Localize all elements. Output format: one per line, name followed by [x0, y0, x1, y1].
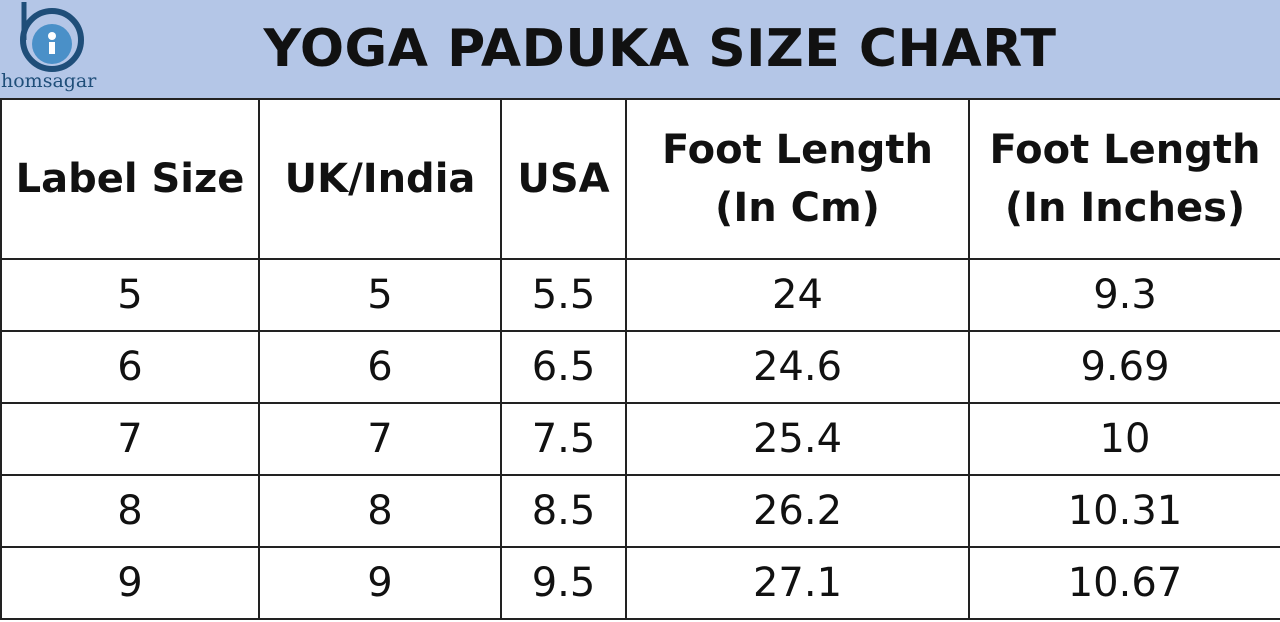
table-row: 8 8 8.5 26.2 10.31 — [0, 474, 1280, 548]
title-band — [0, 0, 1280, 98]
table-cell: 24.6 — [625, 330, 970, 404]
logo-text: homsagar — [1, 70, 97, 92]
table-cell: 10.67 — [968, 546, 1280, 620]
column-header: USA — [500, 98, 627, 260]
table-cell: 9.3 — [968, 258, 1280, 332]
table-cell: 5.5 — [500, 258, 627, 332]
table-body: 5 5 5.5 24 9.3 6 6 6.5 24.6 9.69 7 7 7.5 25.4 10 8 8 8.5 2… — [0, 258, 1280, 620]
table-cell: 6.5 — [500, 330, 627, 404]
header-row: Label Size UK/India USA Foot Length (In Cm)… — [0, 98, 1280, 260]
table-cell: 10 — [968, 402, 1280, 476]
table-cell: 5 — [0, 258, 260, 332]
table-cell: 8 — [0, 474, 260, 548]
column-header: Foot Length (In Inches) — [968, 98, 1280, 260]
table-cell: 8 — [258, 474, 502, 548]
table-cell: 9.5 — [500, 546, 627, 620]
table-cell: 6 — [0, 330, 260, 404]
table-cell: 7 — [0, 402, 260, 476]
table-cell: 6 — [258, 330, 502, 404]
table-cell: 24 — [625, 258, 970, 332]
logo: homsagar — [0, 0, 115, 98]
table-cell: 26.2 — [625, 474, 970, 548]
table-cell: 9 — [258, 546, 502, 620]
table-cell: 7.5 — [500, 402, 627, 476]
table-cell: 25.4 — [625, 402, 970, 476]
column-header: UK/India — [258, 98, 502, 260]
logo-icon — [20, 2, 84, 72]
table-cell: 10.31 — [968, 474, 1280, 548]
column-header: Foot Length (In Cm) — [625, 98, 970, 260]
title: YOGA PADUKA SIZE CHART — [263, 19, 1057, 79]
table-row: 5 5 5.5 24 9.3 — [0, 258, 1280, 332]
size-table: Label Size UK/India USA Foot Length (In Cm)… — [0, 98, 1280, 620]
table-cell: 8.5 — [500, 474, 627, 548]
table-row: 9 9 9.5 27.1 10.67 — [0, 546, 1280, 620]
table-row: 6 6 6.5 24.6 9.69 — [0, 330, 1280, 404]
column-header: Label Size — [0, 98, 260, 260]
table-cell: 9.69 — [968, 330, 1280, 404]
table-cell: 9 — [0, 546, 260, 620]
table-cell: 7 — [258, 402, 502, 476]
table-cell: 27.1 — [625, 546, 970, 620]
table-row: 7 7 7.5 25.4 10 — [0, 402, 1280, 476]
table-cell: 5 — [258, 258, 502, 332]
